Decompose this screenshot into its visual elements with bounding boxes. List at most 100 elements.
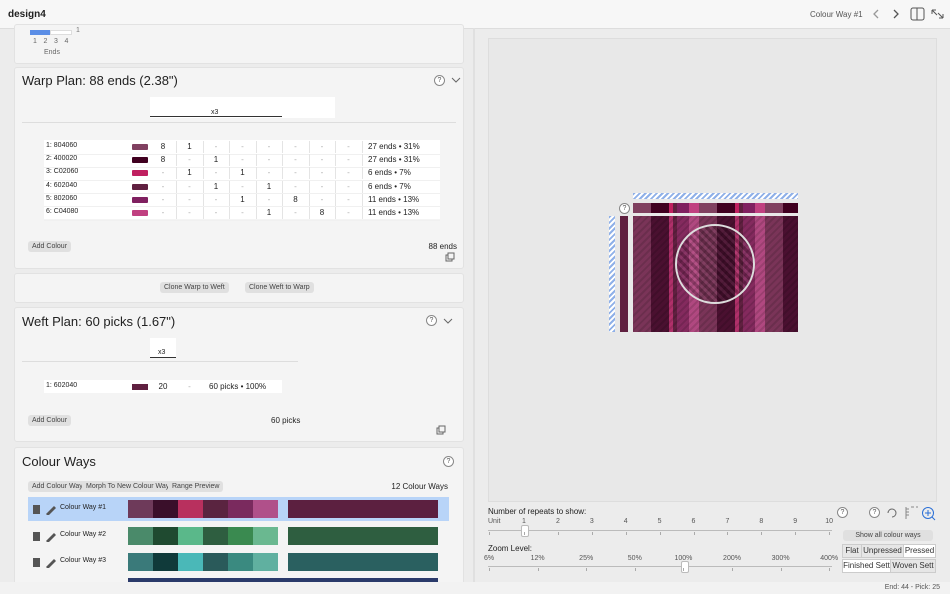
treadling-cell: 20 bbox=[158, 382, 168, 391]
clone-button[interactable]: Clone Weft to Warp bbox=[245, 282, 314, 293]
threading-cell: - bbox=[294, 142, 297, 151]
colour-way-bar bbox=[288, 526, 438, 545]
threading-cell: - bbox=[241, 155, 244, 165]
colour-swatch bbox=[132, 170, 148, 177]
threading-cell: - bbox=[294, 208, 297, 217]
prev-button[interactable] bbox=[873, 9, 879, 19]
edit-button[interactable] bbox=[46, 506, 56, 515]
colour-way-button[interactable]: Add Colour Way bbox=[28, 481, 87, 492]
cell-divider bbox=[176, 141, 177, 153]
row-actions[interactable] bbox=[32, 556, 58, 568]
add-colour-button[interactable]: Add Colour bbox=[28, 415, 72, 426]
threading-cell: 1 bbox=[213, 181, 219, 191]
weft-handle[interactable] bbox=[609, 216, 615, 332]
threading-cell: - bbox=[161, 208, 165, 217]
help-button[interactable]: ? bbox=[869, 507, 880, 518]
cell-divider bbox=[229, 193, 230, 206]
help-button[interactable]: ? bbox=[426, 315, 437, 326]
slider-label: 50% bbox=[627, 555, 642, 562]
threading-cell: - bbox=[320, 194, 324, 204]
collapse-chevron[interactable] bbox=[451, 76, 461, 84]
row-actions[interactable] bbox=[32, 503, 58, 515]
colour-way-button[interactable]: Range Preview bbox=[168, 481, 224, 492]
collapse-chevron[interactable] bbox=[443, 317, 453, 325]
cell-divider bbox=[335, 193, 336, 206]
ruler-button[interactable] bbox=[905, 506, 918, 519]
clone-button[interactable]: Clone Warp to Weft bbox=[160, 282, 229, 293]
colour-way-swatch bbox=[228, 553, 253, 571]
threading-cell: - bbox=[267, 142, 271, 151]
finish-option[interactable]: Unpressed bbox=[861, 544, 904, 558]
zoom-slider[interactable] bbox=[488, 566, 832, 567]
preview-tools[interactable] bbox=[884, 505, 940, 521]
cell-divider bbox=[361, 141, 363, 153]
toolbar-icons[interactable] bbox=[868, 6, 948, 22]
colour-way-swatch bbox=[203, 553, 228, 571]
row-label: 2: 400020 bbox=[46, 155, 78, 163]
cell-divider bbox=[308, 207, 310, 219]
cell-divider bbox=[176, 180, 177, 193]
delete-button[interactable] bbox=[33, 531, 40, 541]
slider-label: 8 bbox=[759, 518, 764, 525]
colour-ways-title: Colour Ways bbox=[22, 454, 96, 469]
sett-option[interactable]: Woven Sett bbox=[890, 559, 936, 573]
threading-cell: - bbox=[320, 155, 324, 165]
weft-panel bbox=[14, 307, 464, 442]
slider-thumb[interactable] bbox=[521, 525, 529, 537]
finish-option[interactable]: Flat bbox=[842, 544, 862, 558]
row-actions[interactable] bbox=[32, 530, 58, 542]
help-button[interactable]: ? bbox=[837, 507, 848, 518]
threading-cell: - bbox=[188, 155, 191, 165]
delete-button[interactable] bbox=[33, 505, 40, 514]
row-divider bbox=[44, 193, 440, 195]
threading-cell: - bbox=[214, 208, 218, 217]
colour-swatch bbox=[132, 196, 148, 203]
ends-bar bbox=[30, 30, 50, 35]
add-colour-button[interactable]: Add Colour bbox=[28, 241, 72, 252]
colour-way-swatch bbox=[178, 553, 203, 571]
weft-total: 60 picks bbox=[271, 416, 301, 425]
slider-thumb[interactable] bbox=[681, 561, 689, 573]
sett-option[interactable]: Finished Sett bbox=[842, 559, 891, 573]
repeats-slider[interactable] bbox=[488, 530, 832, 531]
slider-label: 300% bbox=[771, 555, 790, 562]
warp-handle[interactable] bbox=[633, 193, 798, 199]
slider-tick bbox=[625, 532, 627, 535]
magnifier[interactable] bbox=[675, 224, 755, 304]
zoom-in-button[interactable] bbox=[922, 507, 934, 519]
edit-button[interactable] bbox=[46, 532, 56, 542]
finish-option[interactable]: Pressed bbox=[903, 544, 936, 558]
colour-way-row-partial bbox=[128, 578, 438, 582]
help-button[interactable]: ? bbox=[434, 75, 445, 86]
edit-button[interactable] bbox=[46, 559, 56, 568]
cell-divider bbox=[255, 141, 257, 153]
next-button[interactable] bbox=[893, 9, 899, 19]
threading-cell: - bbox=[161, 181, 165, 191]
help-button[interactable]: ? bbox=[619, 203, 630, 214]
slider-label: Unit bbox=[488, 518, 501, 525]
show-all-button[interactable]: Show all colour ways bbox=[843, 530, 933, 541]
status-bar bbox=[0, 582, 950, 594]
copy-icon[interactable] bbox=[445, 252, 455, 262]
copy-icon[interactable] bbox=[436, 425, 446, 435]
fullscreen-button[interactable] bbox=[931, 9, 944, 19]
row-divider bbox=[44, 179, 440, 181]
threading-cell: - bbox=[241, 181, 244, 191]
threading-cell: - bbox=[188, 194, 191, 204]
delete-button[interactable] bbox=[33, 558, 40, 567]
threading-cell: 8 bbox=[160, 142, 166, 151]
colour-way-swatch bbox=[153, 526, 178, 545]
cell-divider bbox=[308, 167, 310, 180]
help-button[interactable]: ? bbox=[443, 456, 454, 467]
cell-divider bbox=[282, 193, 283, 206]
cell-divider bbox=[308, 180, 310, 193]
row-divider bbox=[44, 206, 440, 208]
status-text: End: 44 - Pick: 25 bbox=[884, 584, 940, 591]
row-summary: 6 ends • 7% bbox=[368, 168, 411, 178]
threading-cell: - bbox=[347, 208, 350, 217]
colour-swatch bbox=[132, 144, 148, 150]
colour-way-button[interactable]: Morph To New Colour Way bbox=[82, 481, 174, 492]
colour-way-name: Colour Way #1 bbox=[810, 10, 863, 19]
refresh-button[interactable] bbox=[887, 508, 897, 518]
